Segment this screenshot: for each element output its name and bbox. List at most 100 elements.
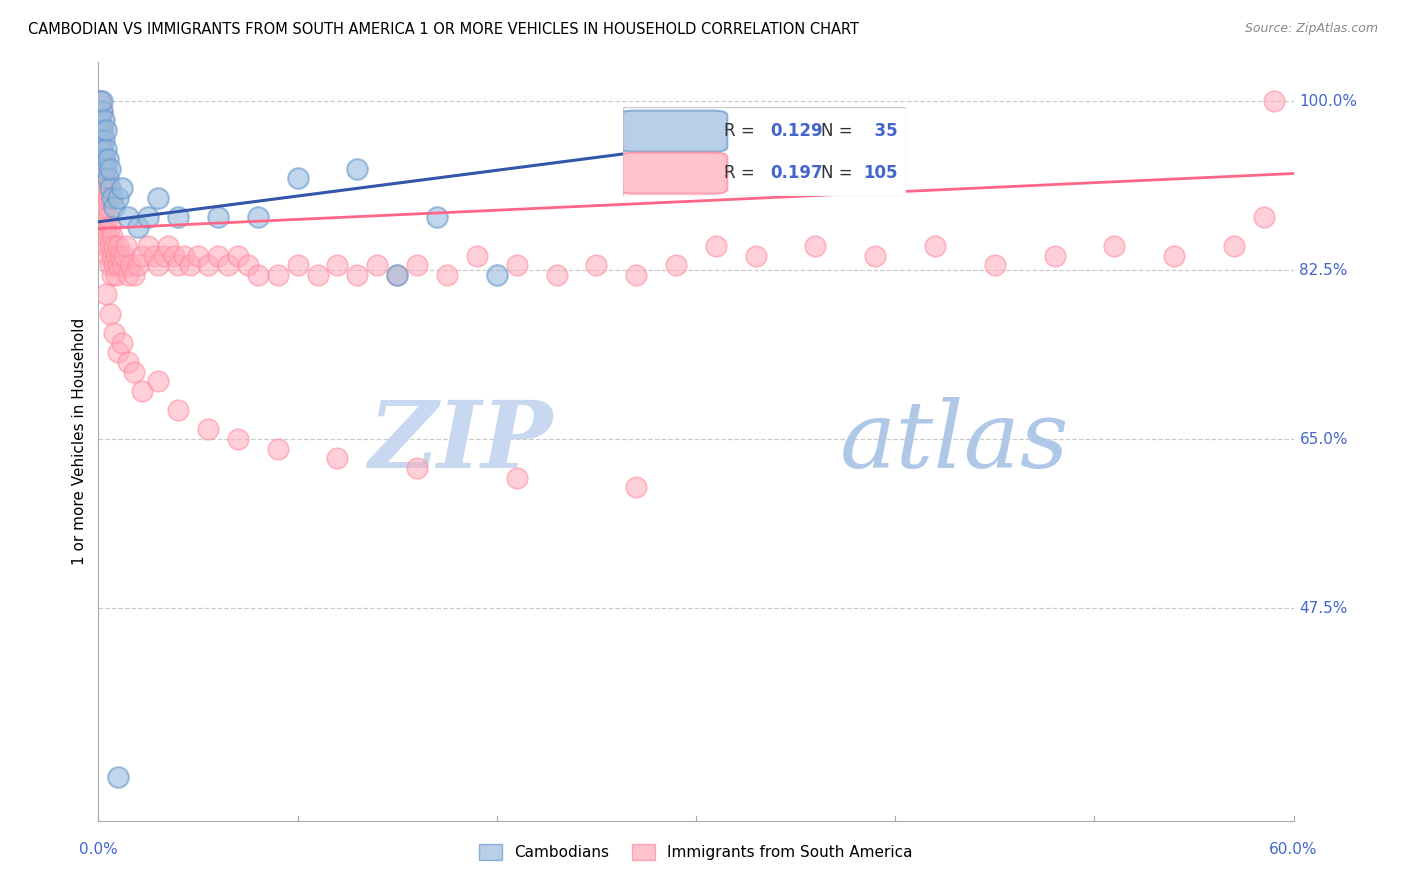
Point — [485, 268, 508, 282]
Text: 60.0%: 60.0% — [1270, 842, 1317, 857]
Point — [96, 161, 118, 176]
Point — [89, 113, 111, 128]
Point — [93, 113, 115, 128]
Text: 47.5%: 47.5% — [1299, 600, 1348, 615]
Point — [107, 239, 129, 253]
Point — [406, 258, 429, 272]
Point — [163, 249, 186, 263]
Point — [107, 770, 129, 784]
Point — [89, 171, 111, 186]
Point — [1104, 239, 1126, 253]
FancyBboxPatch shape — [620, 111, 727, 152]
Point — [96, 200, 118, 214]
Point — [1253, 210, 1275, 224]
Point — [96, 219, 118, 234]
Point — [246, 268, 269, 282]
Text: N =: N = — [821, 164, 858, 182]
Point — [506, 471, 529, 485]
Point — [89, 113, 111, 128]
Point — [103, 258, 125, 272]
Point — [157, 239, 180, 253]
Point — [112, 249, 135, 263]
Text: 0.129: 0.129 — [770, 122, 823, 140]
Point — [506, 258, 529, 272]
Text: 0.0%: 0.0% — [79, 842, 118, 857]
Point — [385, 268, 409, 282]
Point — [91, 142, 114, 156]
Point — [143, 249, 166, 263]
Point — [267, 268, 290, 282]
Point — [91, 142, 114, 156]
Text: 100.0%: 100.0% — [1299, 94, 1358, 109]
Point — [97, 152, 120, 166]
Point — [98, 219, 122, 234]
Point — [804, 239, 827, 253]
Point — [93, 133, 115, 147]
Point — [626, 480, 648, 494]
Point — [98, 258, 122, 272]
Point — [105, 268, 128, 282]
Point — [187, 249, 209, 263]
Legend: Cambodians, Immigrants from South America: Cambodians, Immigrants from South Americ… — [472, 838, 920, 866]
Text: atlas: atlas — [839, 397, 1069, 486]
Point — [91, 181, 114, 195]
Point — [91, 94, 114, 108]
Point — [924, 239, 946, 253]
Point — [93, 152, 115, 166]
Point — [93, 191, 115, 205]
Point — [111, 335, 134, 350]
Point — [117, 210, 139, 224]
Y-axis label: 1 or more Vehicles in Household: 1 or more Vehicles in Household — [72, 318, 87, 566]
Point — [101, 191, 124, 205]
Text: 35: 35 — [863, 122, 898, 140]
Point — [153, 249, 176, 263]
Point — [93, 171, 115, 186]
Point — [645, 161, 668, 176]
Point — [167, 210, 190, 224]
Point — [426, 210, 449, 224]
Point — [585, 258, 607, 272]
Point — [704, 239, 727, 253]
Text: 65.0%: 65.0% — [1299, 432, 1348, 447]
Point — [96, 239, 118, 253]
Point — [326, 451, 349, 466]
Point — [346, 268, 368, 282]
Point — [91, 200, 114, 214]
Point — [326, 258, 349, 272]
Point — [97, 229, 120, 244]
Point — [107, 191, 129, 205]
Text: Source: ZipAtlas.com: Source: ZipAtlas.com — [1244, 22, 1378, 36]
Point — [117, 355, 139, 369]
Point — [167, 258, 190, 272]
Point — [745, 249, 768, 263]
Point — [1043, 249, 1066, 263]
Text: R =: R = — [724, 164, 761, 182]
Point — [148, 374, 170, 388]
Point — [307, 268, 329, 282]
Point — [117, 268, 139, 282]
Point — [98, 239, 122, 253]
Point — [217, 258, 239, 272]
Point — [226, 432, 249, 446]
Point — [287, 258, 309, 272]
Text: N =: N = — [821, 122, 858, 140]
Point — [103, 200, 125, 214]
Point — [436, 268, 458, 282]
Point — [101, 249, 124, 263]
Point — [124, 268, 146, 282]
Point — [115, 239, 138, 253]
Point — [1223, 239, 1246, 253]
Point — [107, 258, 129, 272]
Point — [110, 249, 132, 263]
Point — [984, 258, 1007, 272]
Point — [93, 210, 115, 224]
Text: 0.197: 0.197 — [770, 164, 823, 182]
Text: 82.5%: 82.5% — [1299, 262, 1348, 277]
Text: 105: 105 — [863, 164, 898, 182]
Point — [226, 249, 249, 263]
Point — [91, 161, 114, 176]
FancyBboxPatch shape — [620, 153, 727, 194]
Point — [96, 123, 118, 137]
Point — [207, 249, 229, 263]
Point — [546, 268, 568, 282]
